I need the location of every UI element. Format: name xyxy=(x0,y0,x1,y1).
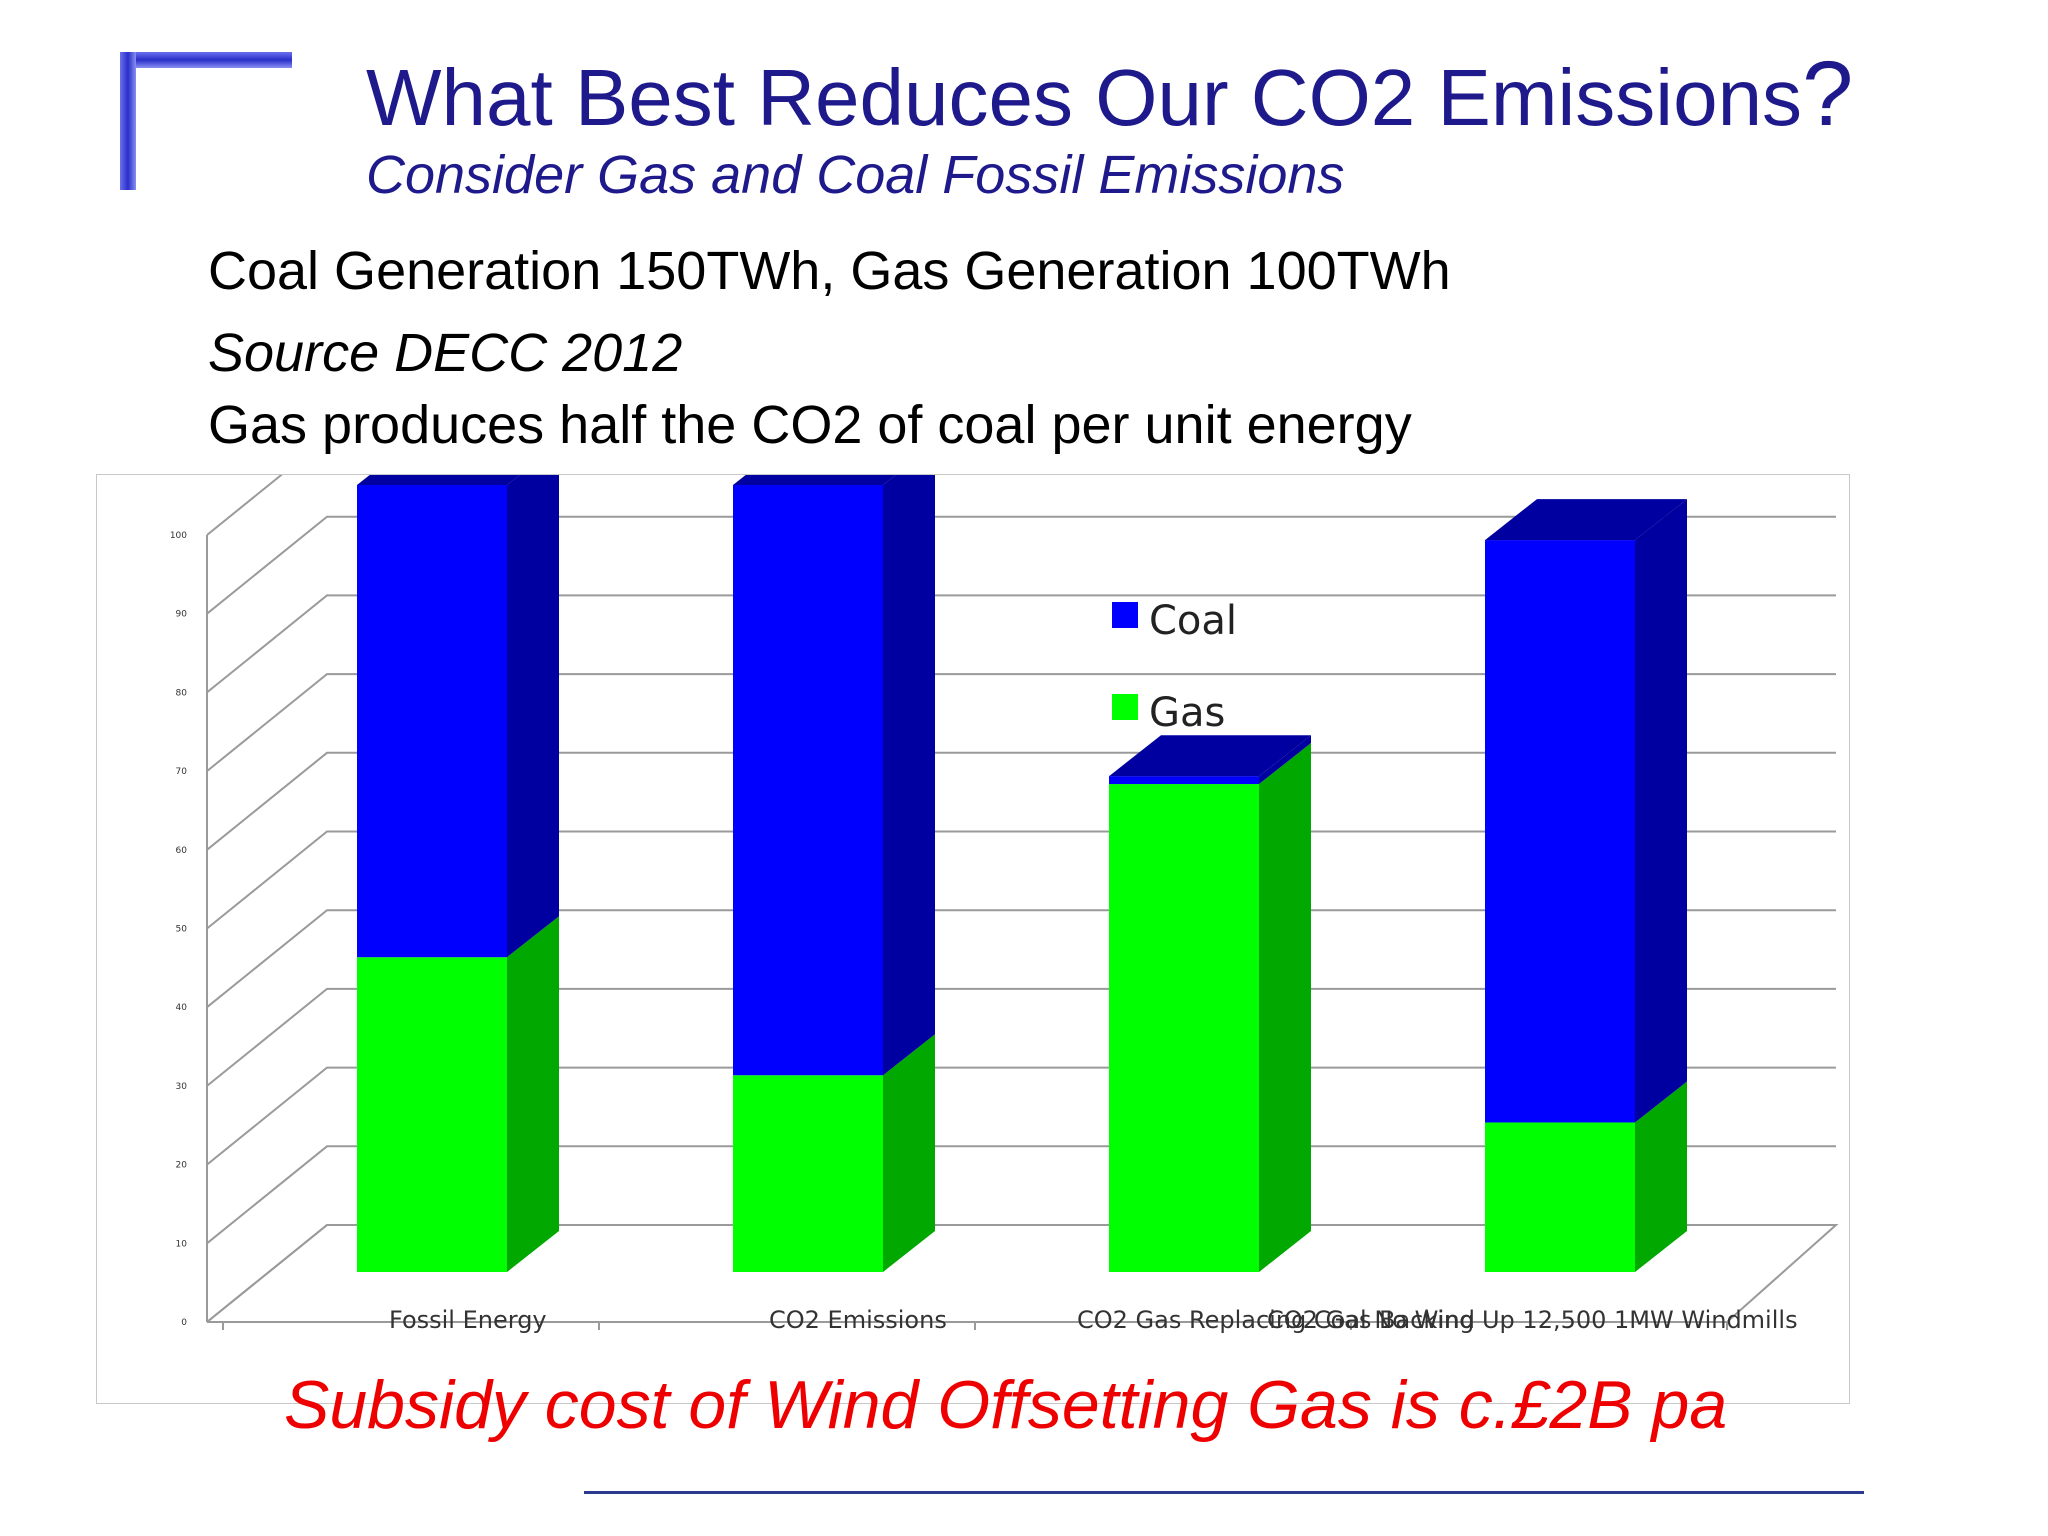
bar-segment-coal xyxy=(733,485,883,1076)
bar-top xyxy=(1109,735,1311,777)
bar-side-coal xyxy=(1259,735,1311,785)
y-tick-label: 90 xyxy=(176,610,188,620)
bar-top xyxy=(1485,499,1687,541)
bar-side-coal xyxy=(883,475,935,1076)
y-tick-label: 30 xyxy=(176,1082,188,1092)
bar-side-gas xyxy=(507,916,559,1272)
y-tick-label: 50 xyxy=(176,925,188,935)
bar-side-gas xyxy=(883,1034,935,1272)
stacked-3d-bar-chart: 0 10 20 30 40 50 60 70 80 90 100 Coal Gas Fossil En… xyxy=(170,475,1839,1334)
bar-segment-coal xyxy=(357,485,507,958)
gas-co2-statement: Gas produces half the CO2 of coal per un… xyxy=(208,395,1412,455)
y-tick-label: 20 xyxy=(176,1161,188,1171)
slide-title: What Best Reduces Our CO2 Emissions? xyxy=(366,43,1854,145)
x-category-label: CO2 Emissions xyxy=(769,1306,947,1334)
x-axis-labels: Fossil Energy CO2 Emissions CO2 Gas Replac… xyxy=(389,1306,1798,1334)
chart-frame: 0 10 20 30 40 50 60 70 80 90 100 Coal Gas Fossil En… xyxy=(96,474,1850,1404)
y-tick-label: 40 xyxy=(176,1003,188,1013)
x-category-label: CO2 Gas Replacing Coal No Wind xyxy=(1077,1306,1475,1334)
bar-segment-gas xyxy=(357,957,507,1272)
bar-stack xyxy=(357,475,559,1272)
bar-segment-gas xyxy=(1485,1122,1635,1272)
gridline xyxy=(206,830,1836,930)
footer-rule xyxy=(584,1491,1864,1494)
subsidy-note: Subsidy cost of Wind Offsetting Gas is c… xyxy=(284,1367,1728,1443)
legend-label-gas: Gas xyxy=(1149,690,1225,736)
gridline xyxy=(206,1066,1836,1166)
bar-stack xyxy=(733,475,935,1272)
y-tick-label: 70 xyxy=(176,767,188,777)
bar-side-gas xyxy=(1635,1081,1687,1272)
legend-label-coal: Coal xyxy=(1149,598,1237,644)
slide-subtitle: Consider Gas and Coal Fossil Emissions xyxy=(366,145,1345,205)
gridline xyxy=(206,987,1836,1087)
chart-legend: Coal Gas xyxy=(1112,598,1237,736)
chart-bars xyxy=(357,475,1687,1272)
y-tick-label: 60 xyxy=(176,846,188,856)
bar-segment-gas xyxy=(1109,784,1259,1272)
legend-swatch-coal xyxy=(1112,602,1138,628)
x-category-label: Fossil Energy xyxy=(389,1306,547,1334)
bar-side-coal xyxy=(507,475,559,958)
source-statement: Source DECC 2012 xyxy=(208,323,683,383)
bar-segment-coal xyxy=(1109,776,1259,785)
bar-side-coal xyxy=(1635,499,1687,1123)
generation-statement: Coal Generation 150TWh, Gas Generation 1… xyxy=(208,241,1451,301)
y-tick-label: 80 xyxy=(176,688,188,698)
y-tick-label: 100 xyxy=(170,531,187,541)
gridline xyxy=(206,751,1836,851)
gridline xyxy=(206,673,1836,772)
bar-top xyxy=(733,475,896,485)
legend-swatch-gas xyxy=(1112,694,1138,720)
bar-side-gas xyxy=(1259,743,1311,1272)
gridline xyxy=(206,1145,1836,1245)
gridline xyxy=(206,909,1836,1008)
bar-top xyxy=(357,475,520,485)
bar-segment-gas xyxy=(733,1075,883,1272)
bar-stack xyxy=(1109,735,1311,1272)
bar-stack xyxy=(1485,499,1687,1272)
x-category-label: CO2 Gas Backing Up 12,500 1MW Windmills xyxy=(1267,1306,1798,1334)
bar-segment-coal xyxy=(1485,540,1635,1123)
slide-corner-accent xyxy=(120,52,292,190)
gridline xyxy=(206,1224,1836,1323)
y-axis-ticks: 0 10 20 30 40 50 60 70 80 90 100 xyxy=(170,531,187,1328)
title-question-mark: ? xyxy=(1802,43,1854,145)
chart-gridlines xyxy=(206,475,1836,1330)
gridline xyxy=(206,594,1836,694)
y-tick-label: 10 xyxy=(176,1239,188,1249)
gridline xyxy=(206,515,1836,615)
gridline xyxy=(206,475,283,536)
y-tick-label: 0 xyxy=(181,1318,187,1328)
